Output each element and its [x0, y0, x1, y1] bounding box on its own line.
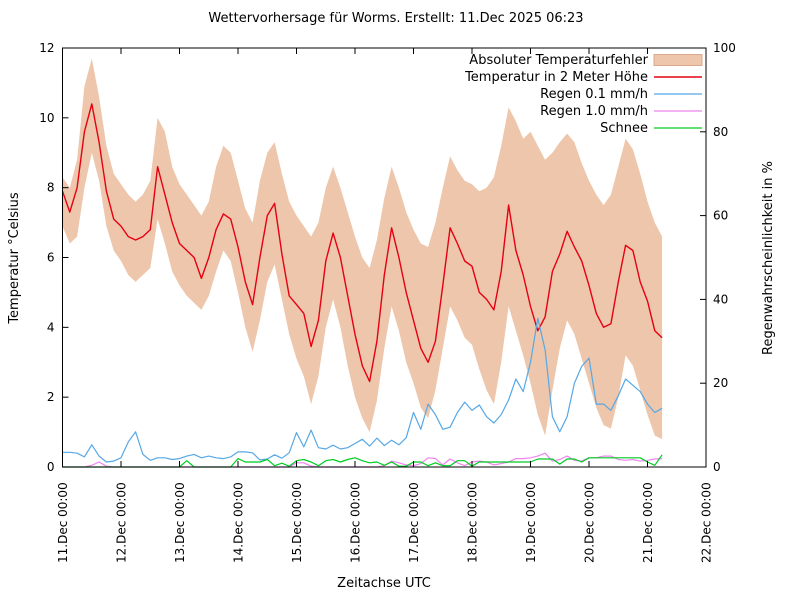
legend-item: Absoluter Temperaturfehler — [469, 53, 703, 68]
y-left-tick-label: 2 — [47, 390, 55, 404]
legend-item: Regen 1.0 mm/h — [540, 104, 702, 119]
y-right-tick-label: 100 — [713, 41, 736, 55]
x-tick-label: 13.Dec 00:00 — [173, 482, 187, 563]
x-tick-label: 15.Dec 00:00 — [290, 482, 304, 563]
x-tick-label: 19.Dec 00:00 — [524, 482, 538, 563]
legend-item-label: Schnee — [600, 121, 648, 136]
x-tick-label: 20.Dec 00:00 — [583, 482, 597, 563]
x-tick-label: 22.Dec 00:00 — [700, 482, 714, 563]
legend: Absoluter Temperaturfehler Temperatur in … — [464, 53, 703, 136]
y-right-axis-label: Regenwahrscheinlichkeit in % — [761, 161, 776, 355]
snow-line — [62, 454, 663, 468]
y-left-tick-label: 4 — [47, 320, 55, 334]
y-left-tick-label: 12 — [39, 41, 54, 55]
temperature-error-band — [62, 58, 663, 440]
y-left-tick-label: 6 — [47, 251, 55, 265]
legend-item: Schnee — [600, 121, 702, 136]
legend-item-label: Absoluter Temperaturfehler — [469, 53, 648, 68]
y-right-tick-label: 60 — [713, 209, 728, 223]
x-tick-label: 14.Dec 00:00 — [232, 482, 246, 563]
x-axis-label: Zeitachse UTC — [337, 576, 431, 591]
chart-title: Wettervorhersage für Worms. Erstellt: 11… — [208, 11, 583, 26]
y-left-tick-label: 8 — [47, 181, 55, 195]
x-tick-label: 12.Dec 00:00 — [115, 482, 129, 563]
legend-item-label: Regen 1.0 mm/h — [540, 104, 648, 119]
x-tick-label: 17.Dec 00:00 — [407, 482, 421, 563]
temperature-line — [61, 103, 663, 383]
y-left-axis-label: Temperatur °Celsius — [7, 192, 22, 325]
legend-item: Regen 0.1 mm/h — [540, 87, 702, 102]
legend-key-band — [653, 54, 703, 66]
x-tick-label: 21.Dec 00:00 — [641, 482, 655, 563]
legend-item: Temperatur in 2 Meter Höhe — [464, 70, 702, 85]
y-left-tick-label: 10 — [39, 111, 54, 125]
legend-item-label: Regen 0.1 mm/h — [540, 87, 648, 102]
y-right-tick-label: 20 — [713, 376, 728, 390]
plot-area — [61, 58, 663, 468]
axes-layer: 11.Dec 00:00 12.Dec 00:00 13.Dec 00:00 14.D… — [39, 41, 736, 563]
y-right-tick-label: 0 — [713, 460, 721, 474]
y-right-tick-label: 40 — [713, 292, 728, 306]
y-right-tick-label: 80 — [713, 125, 728, 139]
rain-01-line — [62, 317, 663, 463]
x-tick-label: 18.Dec 00:00 — [466, 482, 480, 563]
x-tick-label: 11.Dec 00:00 — [56, 482, 70, 563]
legend-item-label: Temperatur in 2 Meter Höhe — [464, 70, 648, 85]
y-left-tick-label: 0 — [47, 460, 55, 474]
x-tick-label: 16.Dec 00:00 — [349, 482, 363, 563]
